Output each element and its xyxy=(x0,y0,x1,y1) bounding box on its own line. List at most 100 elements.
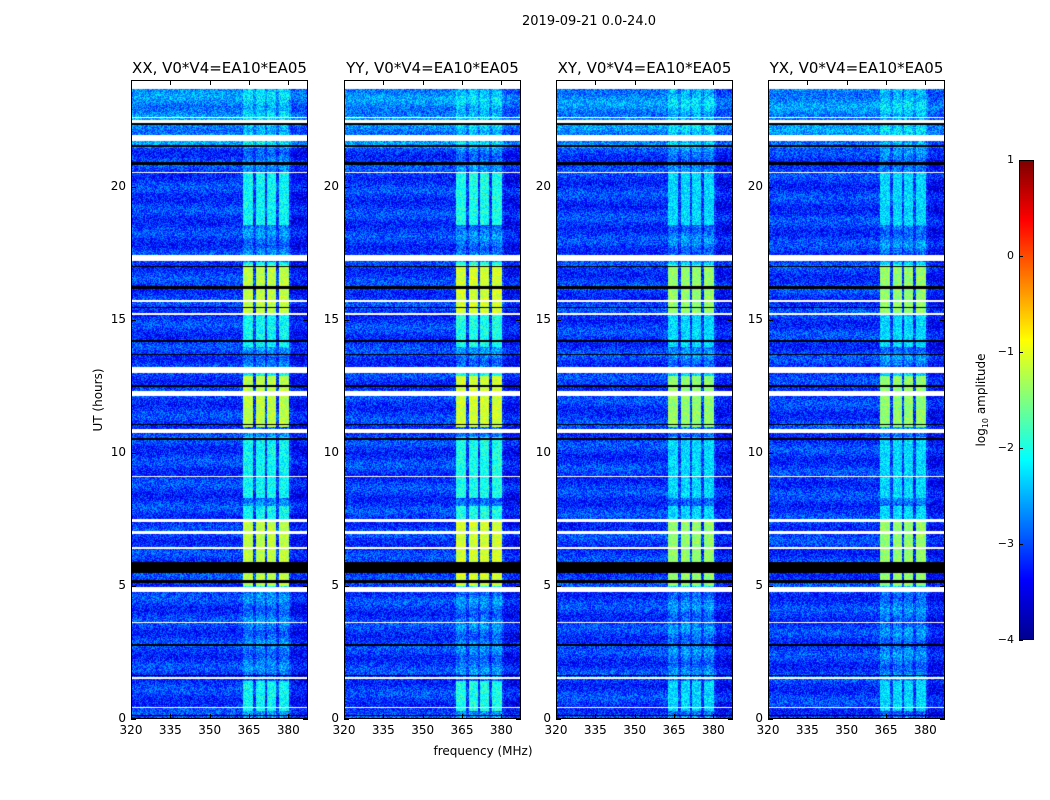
x-tick-mark xyxy=(422,714,424,719)
x-tick-mark xyxy=(925,80,927,85)
y-tick-label: 5 xyxy=(331,577,339,592)
y-tick-label: 10 xyxy=(110,444,126,459)
y-tick-label: 10 xyxy=(535,444,551,459)
x-tick-mark xyxy=(422,80,424,85)
x-tick-mark xyxy=(344,80,345,85)
y-tick-label: 20 xyxy=(535,178,551,193)
y-tick-mark xyxy=(940,585,945,587)
colorbar-label: log10 amplitude xyxy=(974,354,990,447)
x-tick-label: 350 xyxy=(411,723,435,737)
x-tick-mark xyxy=(807,714,809,719)
panel-title: XX, V0*V4=EA10*EA05 xyxy=(132,59,307,77)
y-tick-label: 15 xyxy=(323,311,339,326)
colorbar-label-suffix: amplitude xyxy=(973,353,988,418)
y-tick-mark xyxy=(344,452,349,454)
spectrogram-image xyxy=(557,81,732,718)
y-tick-mark xyxy=(768,452,773,454)
panel-title: YY, V0*V4=EA10*EA05 xyxy=(346,59,519,77)
x-tick-mark xyxy=(131,714,132,719)
x-tick-mark xyxy=(634,714,636,719)
spectrogram-panel xyxy=(131,80,308,719)
y-tick-mark xyxy=(516,585,521,587)
colorbar-tick-label: −1 xyxy=(997,345,1014,358)
colorbar-label-log: log xyxy=(973,428,988,447)
x-tick-mark xyxy=(462,714,463,719)
spectrogram-image xyxy=(769,81,944,718)
x-tick-mark xyxy=(925,714,927,719)
x-tick-label: 320 xyxy=(332,723,356,737)
x-tick-mark xyxy=(170,714,172,719)
x-tick-mark xyxy=(249,714,250,719)
y-tick-mark xyxy=(303,319,308,321)
y-tick-mark xyxy=(768,319,773,321)
x-tick-label: 365 xyxy=(237,723,261,737)
x-tick-mark xyxy=(556,80,557,85)
x-tick-mark xyxy=(170,80,172,85)
y-tick-mark xyxy=(940,186,945,188)
x-tick-mark xyxy=(713,80,715,85)
panel-title: YX, V0*V4=EA10*EA05 xyxy=(769,59,944,77)
y-tick-label: 20 xyxy=(323,178,339,193)
x-tick-label: 365 xyxy=(450,723,474,737)
x-tick-mark xyxy=(383,714,385,719)
y-tick-mark xyxy=(556,319,561,321)
colorbar-tick-label: 0 xyxy=(1007,249,1014,262)
spectrogram-panel xyxy=(344,80,521,719)
x-tick-mark xyxy=(209,714,211,719)
y-tick-mark xyxy=(344,719,349,720)
x-tick-mark xyxy=(462,80,463,85)
y-tick-label: 0 xyxy=(118,711,126,725)
y-tick-mark xyxy=(303,719,308,720)
x-tick-label: 380 xyxy=(701,723,725,737)
x-tick-label: 335 xyxy=(583,723,607,737)
y-tick-label: 5 xyxy=(543,577,551,592)
y-tick-mark xyxy=(556,585,561,587)
x-tick-mark xyxy=(886,80,887,85)
colorbar-tick-mark xyxy=(1019,448,1023,449)
y-tick-mark xyxy=(768,719,773,720)
x-tick-label: 335 xyxy=(795,723,819,737)
x-tick-label: 380 xyxy=(489,723,513,737)
y-tick-mark xyxy=(516,452,521,454)
x-tick-mark xyxy=(886,714,887,719)
y-tick-mark xyxy=(516,186,521,188)
y-tick-mark xyxy=(728,452,733,454)
x-tick-mark xyxy=(131,80,132,85)
panel-title: XY, V0*V4=EA10*EA05 xyxy=(557,59,732,77)
x-tick-mark xyxy=(807,80,809,85)
colorbar-tick-label: −4 xyxy=(997,633,1014,646)
y-tick-mark xyxy=(940,719,945,720)
x-tick-label: 335 xyxy=(158,723,182,737)
colorbar-tick-label: −2 xyxy=(997,441,1014,454)
spectrogram-image xyxy=(345,81,520,718)
x-tick-label: 350 xyxy=(198,723,222,737)
x-tick-mark xyxy=(288,80,290,85)
colorbar-tick-label: −3 xyxy=(997,537,1014,550)
y-tick-label: 20 xyxy=(747,178,763,193)
colorbar-tick-mark xyxy=(1019,352,1023,353)
colorbar-tick-mark xyxy=(1019,160,1023,161)
y-tick-label: 0 xyxy=(755,711,763,725)
y-tick-label: 5 xyxy=(118,577,126,592)
x-tick-mark xyxy=(768,80,769,85)
x-tick-mark xyxy=(674,80,675,85)
x-tick-label: 365 xyxy=(874,723,898,737)
y-tick-mark xyxy=(131,452,136,454)
spectrogram-panel xyxy=(768,80,945,719)
y-tick-mark xyxy=(728,719,733,720)
figure-title: 2019-09-21 0.0-24.0 xyxy=(522,14,656,29)
y-tick-label: 0 xyxy=(543,711,551,725)
x-tick-mark xyxy=(288,714,290,719)
y-tick-mark xyxy=(728,186,733,188)
x-tick-mark xyxy=(344,714,345,719)
x-tick-mark xyxy=(556,714,557,719)
colorbar-tick-label: 1 xyxy=(1007,153,1014,166)
y-tick-mark xyxy=(728,585,733,587)
x-axis-label: frequency (MHz) xyxy=(433,744,533,758)
colorbar-tick-mark xyxy=(1019,640,1023,641)
colorbar-label-sub: 10 xyxy=(981,417,991,429)
x-tick-label: 320 xyxy=(544,723,568,737)
x-tick-label: 350 xyxy=(835,723,859,737)
x-tick-label: 365 xyxy=(662,723,686,737)
